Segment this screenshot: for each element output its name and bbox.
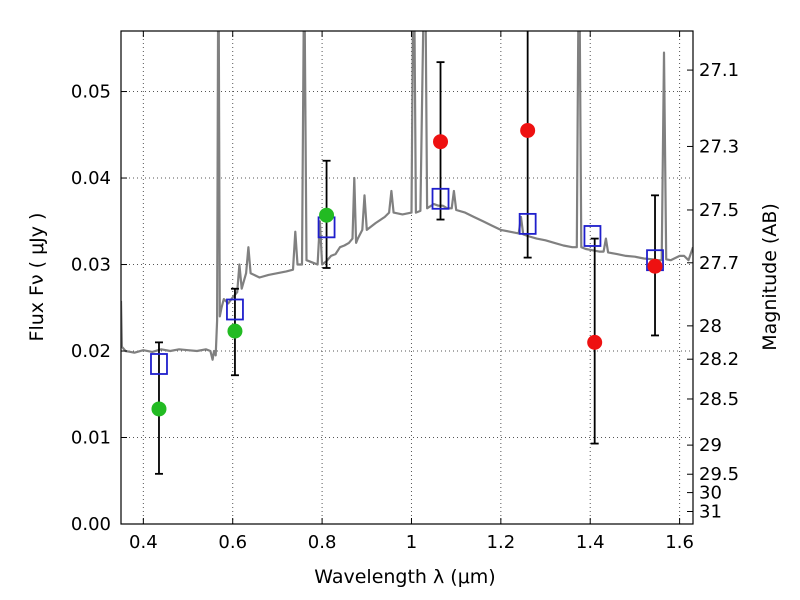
x-tick-label: 1.6 bbox=[665, 532, 694, 553]
magnitude-tick-label: 28.2 bbox=[699, 349, 739, 370]
plot-area bbox=[121, 31, 693, 475]
y-axis: 0.00 0.01 0.02 0.03 0.04 0.05 bbox=[71, 82, 127, 535]
x-axis: 0.4 0.6 0.8 1 1.2 1.4 1.6 bbox=[129, 31, 694, 553]
model-spectrum-line bbox=[121, 31, 693, 361]
y-axis-label: Flux Fν ( μJy ) bbox=[26, 213, 48, 342]
magnitude-tick-label: 28.5 bbox=[699, 389, 739, 410]
magnitude-tick-label: 29 bbox=[699, 435, 722, 456]
magnitude-tick-label: 27.7 bbox=[699, 253, 739, 274]
model-photometry-square bbox=[150, 353, 168, 375]
magnitude-tick-label: 27.3 bbox=[699, 136, 739, 157]
model-photometry-square bbox=[583, 225, 602, 247]
detection-point bbox=[319, 207, 335, 223]
measurement-point bbox=[433, 134, 449, 150]
model-photometry-square bbox=[518, 212, 537, 235]
magnitude-axis-label: Magnitude (AB) bbox=[759, 203, 781, 351]
x-tick-label: 1 bbox=[406, 532, 417, 553]
x-tick-label: 0.6 bbox=[218, 532, 247, 553]
magnitude-tick-label: 28 bbox=[699, 316, 722, 337]
detection-point bbox=[151, 401, 167, 417]
y-tick-label: 0.00 bbox=[71, 514, 111, 535]
detection-point bbox=[227, 323, 243, 339]
model-photometry-square bbox=[226, 298, 244, 321]
magnitude-tick-label: 31 bbox=[699, 501, 722, 522]
y-tick-label: 0.04 bbox=[71, 168, 111, 189]
x-axis-label: Wavelength λ (μm) bbox=[314, 566, 495, 588]
y-tick-label: 0.05 bbox=[71, 82, 111, 103]
plot-frame bbox=[120, 30, 694, 525]
magnitude-tick-label: 27.1 bbox=[699, 60, 739, 81]
magnitude-tick-label: 27.5 bbox=[699, 200, 739, 221]
measurement-point bbox=[647, 258, 663, 274]
measurement-point bbox=[587, 334, 603, 350]
magnitude-tick-label: 29.5 bbox=[699, 464, 739, 485]
x-tick-label: 0.8 bbox=[308, 532, 337, 553]
x-tick-label: 0.4 bbox=[129, 532, 158, 553]
y-tick-label: 0.03 bbox=[71, 255, 111, 276]
x-tick-label: 1.4 bbox=[576, 532, 605, 553]
magnitude-tick-label: 30 bbox=[699, 483, 722, 504]
model-photometry-square bbox=[431, 187, 450, 210]
grid-lines bbox=[121, 31, 693, 525]
y-tick-label: 0.02 bbox=[71, 341, 111, 362]
measurement-point bbox=[520, 122, 536, 138]
y-tick-label: 0.01 bbox=[71, 428, 111, 449]
x-tick-label: 1.2 bbox=[487, 532, 516, 553]
